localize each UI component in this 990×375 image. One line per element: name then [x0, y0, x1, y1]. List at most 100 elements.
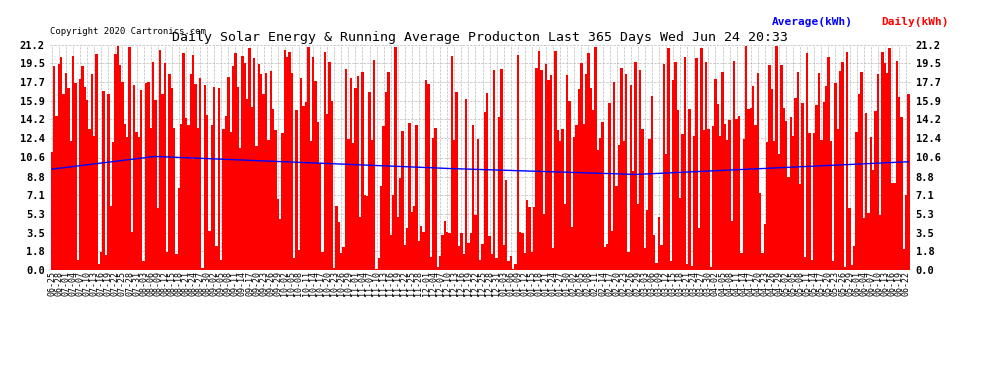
Bar [544, 64, 547, 270]
Bar [500, 69, 503, 270]
Bar [799, 184, 801, 270]
Bar [363, 195, 366, 270]
Bar [498, 117, 500, 270]
Bar [665, 154, 667, 270]
Bar [444, 221, 446, 270]
Bar [806, 53, 809, 270]
Bar [754, 125, 756, 270]
Bar [133, 85, 136, 270]
Bar [163, 63, 166, 270]
Bar [267, 140, 269, 270]
Bar [630, 85, 632, 270]
Bar [336, 206, 338, 270]
Bar [813, 133, 816, 270]
Bar [131, 232, 133, 270]
Bar [435, 129, 437, 270]
Bar [218, 88, 220, 270]
Bar [345, 69, 347, 270]
Bar [83, 87, 86, 270]
Bar [519, 232, 522, 270]
Bar [382, 126, 385, 270]
Bar [879, 215, 881, 270]
Bar [216, 246, 218, 270]
Bar [705, 62, 707, 270]
Bar [225, 116, 227, 270]
Bar [276, 199, 279, 270]
Bar [568, 101, 571, 270]
Bar [655, 263, 657, 270]
Bar [269, 71, 272, 270]
Bar [749, 108, 752, 270]
Bar [741, 253, 742, 270]
Bar [279, 219, 281, 270]
Bar [453, 140, 455, 270]
Bar [648, 139, 650, 270]
Bar [559, 141, 561, 270]
Bar [380, 186, 382, 270]
Bar [253, 57, 255, 270]
Bar [590, 88, 592, 270]
Bar [211, 125, 213, 270]
Bar [495, 258, 498, 270]
Bar [197, 128, 199, 270]
Bar [112, 142, 114, 270]
Bar [223, 129, 225, 270]
Bar [533, 207, 536, 270]
Bar [201, 267, 204, 270]
Bar [408, 123, 411, 270]
Bar [522, 233, 524, 270]
Bar [69, 141, 72, 270]
Bar [896, 61, 898, 270]
Bar [676, 110, 679, 270]
Bar [556, 130, 559, 270]
Bar [450, 56, 453, 270]
Bar [141, 90, 143, 270]
Bar [166, 252, 168, 270]
Bar [578, 89, 580, 270]
Bar [151, 62, 154, 270]
Text: Daily(kWh): Daily(kWh) [881, 17, 948, 27]
Bar [679, 198, 681, 270]
Bar [561, 129, 563, 270]
Bar [317, 122, 319, 270]
Bar [712, 126, 715, 270]
Bar [580, 63, 582, 270]
Bar [797, 72, 799, 270]
Bar [778, 154, 780, 270]
Bar [862, 218, 865, 270]
Bar [387, 72, 389, 270]
Bar [637, 204, 639, 270]
Text: Copyright 2020 Cartronics.com: Copyright 2020 Cartronics.com [50, 27, 205, 36]
Bar [79, 79, 81, 270]
Bar [476, 139, 479, 270]
Bar [613, 82, 616, 270]
Bar [392, 195, 394, 270]
Bar [230, 132, 232, 270]
Bar [248, 48, 250, 270]
Bar [729, 120, 731, 270]
Bar [286, 57, 288, 270]
Bar [488, 236, 491, 270]
Bar [700, 48, 703, 270]
Bar [399, 178, 401, 270]
Bar [646, 210, 648, 270]
Bar [907, 94, 910, 270]
Bar [199, 78, 201, 270]
Bar [185, 118, 187, 270]
Bar [64, 73, 67, 270]
Bar [62, 94, 64, 270]
Bar [597, 150, 599, 270]
Bar [237, 87, 239, 270]
Bar [768, 65, 771, 270]
Bar [385, 93, 387, 270]
Bar [295, 110, 298, 270]
Bar [601, 122, 604, 270]
Bar [763, 225, 766, 270]
Bar [122, 82, 124, 270]
Bar [623, 141, 625, 270]
Bar [110, 206, 112, 270]
Bar [823, 102, 825, 270]
Bar [840, 70, 842, 270]
Bar [239, 148, 242, 270]
Bar [432, 138, 435, 270]
